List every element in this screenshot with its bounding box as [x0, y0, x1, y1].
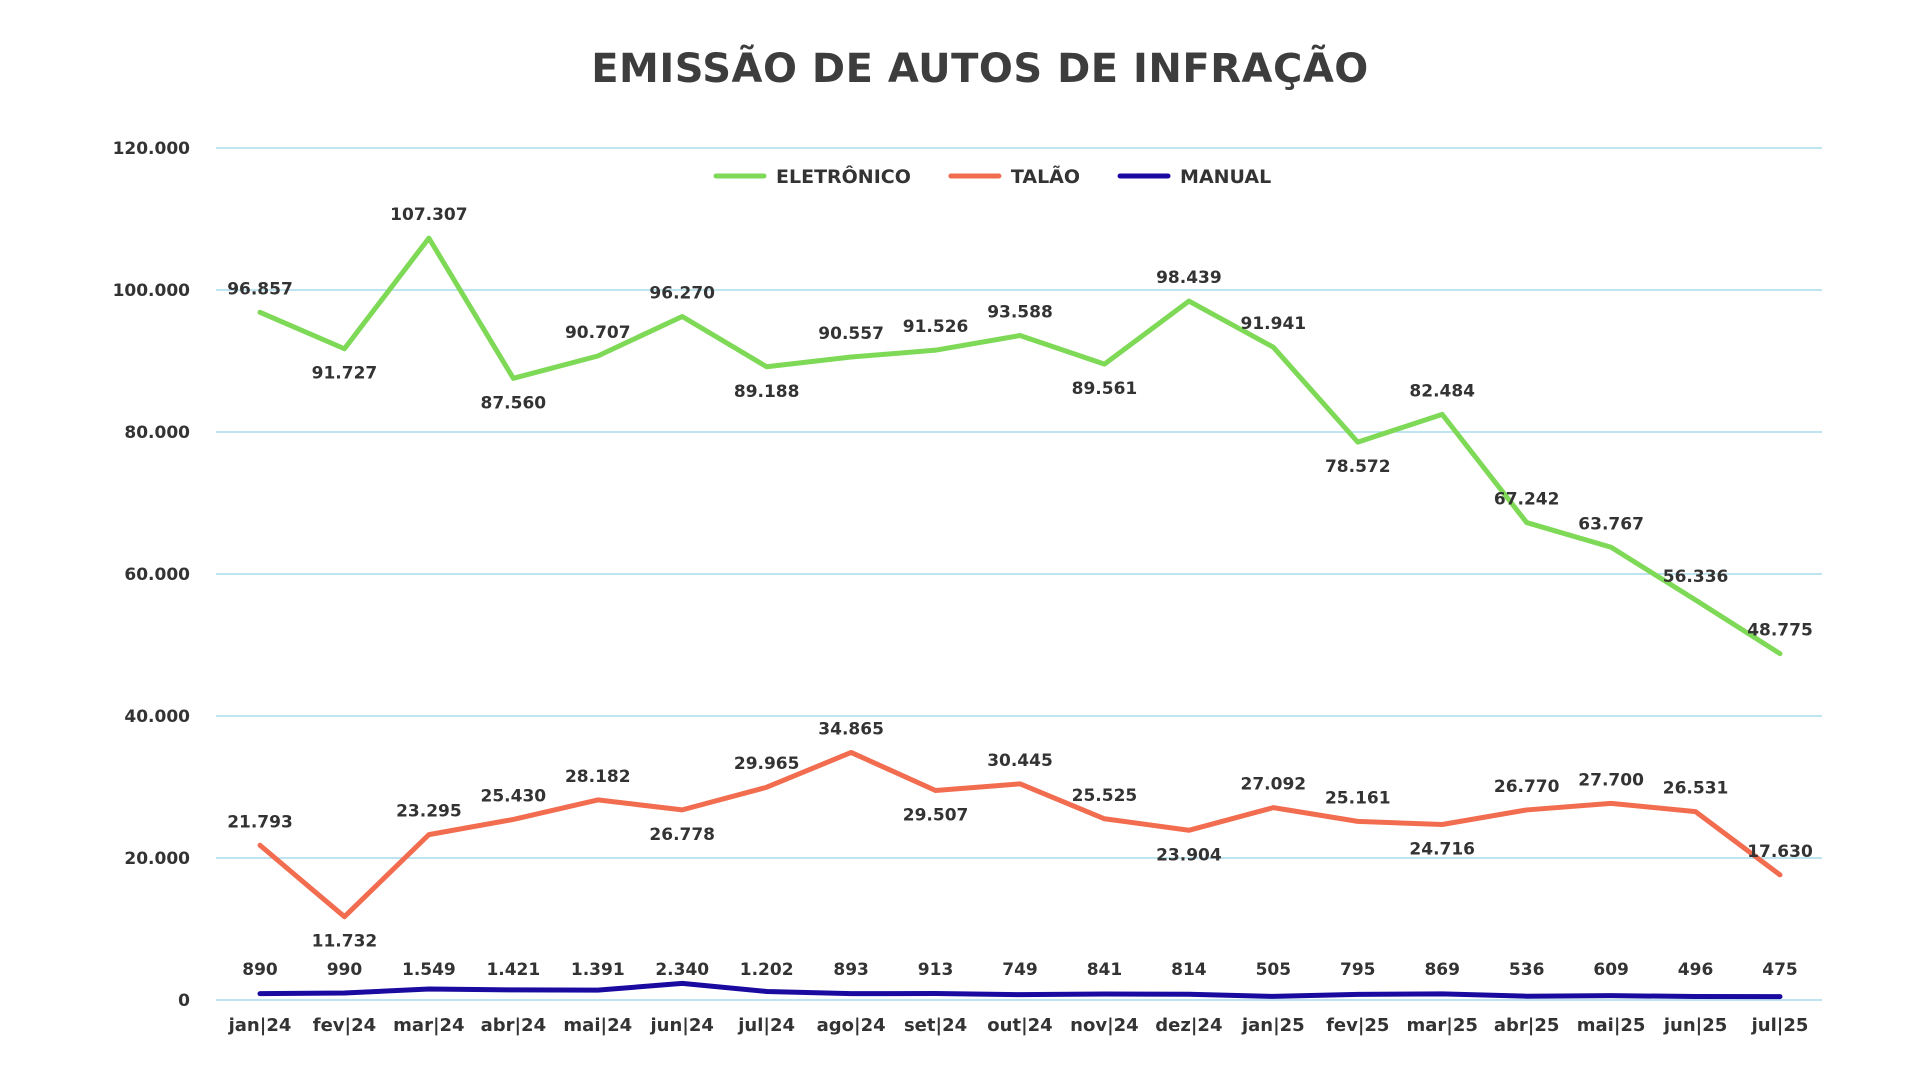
y-tick-label: 40.000: [124, 707, 190, 727]
series-lines: [257, 235, 1783, 1000]
legend: ELETRÔNICO TALÃO MANUAL: [713, 164, 1271, 188]
x-tick-label: mar|25: [1407, 1015, 1478, 1036]
legend-label-talao: TALÃO: [1011, 164, 1080, 188]
data-label-manual: 890: [242, 960, 278, 980]
data-label-eletronico: 96.270: [649, 283, 715, 303]
data-label-talao: 11.732: [312, 932, 378, 952]
data-label-eletronico: 56.336: [1663, 567, 1729, 587]
data-label-eletronico: 82.484: [1409, 381, 1475, 401]
x-tick-label: dez|24: [1155, 1015, 1222, 1036]
data-label-talao: 28.182: [565, 767, 631, 787]
y-tick-label: 0: [178, 991, 190, 1011]
data-label-talao: 26.531: [1663, 779, 1729, 799]
data-label-manual: 795: [1340, 960, 1376, 980]
data-label-talao: 27.092: [1241, 775, 1307, 795]
data-label-talao: 23.904: [1156, 845, 1222, 865]
data-label-eletronico: 90.707: [565, 323, 631, 343]
x-tick-label: jul|25: [1751, 1015, 1809, 1036]
data-label-talao: 26.778: [649, 825, 715, 845]
x-tick-label: jan|25: [1241, 1015, 1305, 1036]
data-label-talao: 24.716: [1409, 840, 1475, 860]
data-label-talao: 26.770: [1494, 777, 1560, 797]
data-label-eletronico: 63.767: [1578, 514, 1644, 534]
series-line-talao: [257, 749, 1783, 920]
data-label-manual: 1.421: [486, 960, 540, 980]
data-label-eletronico: 96.857: [227, 279, 293, 299]
data-label-eletronico: 98.439: [1156, 268, 1222, 288]
data-label-talao: 34.865: [818, 719, 884, 739]
data-label-manual: 536: [1509, 960, 1545, 980]
x-tick-label: mai|24: [563, 1015, 632, 1036]
grid-lines: [216, 147, 1822, 1001]
data-label-talao: 30.445: [987, 751, 1053, 771]
data-label-eletronico: 89.188: [734, 382, 800, 402]
series-line-manual: [257, 980, 1783, 1000]
data-label-manual: 609: [1593, 960, 1629, 980]
x-tick-label: jun|24: [650, 1015, 714, 1036]
x-tick-label: jul|24: [737, 1015, 795, 1036]
data-label-manual: 749: [1002, 960, 1038, 980]
legend-label-manual: MANUAL: [1180, 166, 1271, 188]
data-label-eletronico: 90.557: [818, 324, 884, 344]
y-tick-label: 100.000: [113, 281, 191, 301]
y-tick-label: 120.000: [113, 139, 191, 159]
data-label-eletronico: 89.561: [1072, 379, 1138, 399]
data-label-manual: 814: [1171, 960, 1207, 980]
x-tick-label: set|24: [904, 1015, 967, 1036]
y-tick-label: 20.000: [124, 849, 190, 869]
data-label-manual: 496: [1678, 960, 1714, 980]
data-label-eletronico: 91.526: [903, 317, 969, 337]
data-label-eletronico: 107.307: [390, 205, 467, 225]
data-label-eletronico: 93.588: [987, 303, 1053, 323]
data-labels: 96.857 91.727 107.307 87.560 90.707 96.270 89.…: [227, 205, 1813, 980]
x-tick-label: mai|25: [1577, 1015, 1646, 1036]
x-tick-label: fev|24: [313, 1015, 376, 1036]
data-label-eletronico: 67.242: [1494, 490, 1560, 510]
data-label-manual: 841: [1087, 960, 1123, 980]
data-label-manual: 913: [918, 960, 954, 980]
data-label-eletronico: 91.941: [1241, 314, 1307, 334]
data-label-talao: 21.793: [227, 812, 293, 832]
y-tick-label: 60.000: [124, 565, 190, 585]
data-label-manual: 893: [833, 960, 869, 980]
y-axis-ticks: 0 20.000 40.000 60.000 80.000 100.000 120.000: [113, 139, 191, 1011]
chart-title: EMISSÃO DE AUTOS DE INFRAÇÃO: [591, 46, 1369, 92]
data-label-manual: 1.549: [402, 960, 456, 980]
x-tick-label: abr|24: [481, 1015, 547, 1036]
x-axis-ticks: jan|24 fev|24 mar|24 abr|24 mai|24 jun|24 jul|…: [228, 1015, 1809, 1036]
data-label-eletronico: 91.727: [312, 364, 378, 384]
data-label-manual: 869: [1424, 960, 1460, 980]
data-label-eletronico: 78.572: [1325, 457, 1391, 477]
x-tick-label: ago|24: [817, 1015, 886, 1036]
x-tick-label: out|24: [987, 1015, 1052, 1036]
data-label-talao: 25.525: [1072, 786, 1138, 806]
data-label-manual: 505: [1256, 960, 1292, 980]
data-label-talao: 29.965: [734, 754, 800, 774]
data-label-manual: 1.391: [571, 960, 625, 980]
data-label-talao: 17.630: [1747, 842, 1813, 862]
data-label-talao: 23.295: [396, 802, 462, 822]
data-label-talao: 25.430: [481, 786, 547, 806]
data-label-eletronico: 87.560: [481, 393, 547, 413]
data-label-manual: 990: [327, 960, 363, 980]
x-tick-label: mar|24: [393, 1015, 464, 1036]
data-label-eletronico: 48.775: [1747, 621, 1813, 641]
legend-label-eletronico: ELETRÔNICO: [776, 164, 911, 188]
series-line-eletronico: [257, 235, 1783, 657]
x-tick-label: jan|24: [228, 1015, 292, 1036]
data-label-talao: 25.161: [1325, 788, 1391, 808]
x-tick-label: jun|25: [1663, 1015, 1727, 1036]
x-tick-label: abr|25: [1494, 1015, 1560, 1036]
data-label-manual: 475: [1762, 960, 1798, 980]
x-tick-label: fev|25: [1326, 1015, 1389, 1036]
x-tick-label: nov|24: [1070, 1015, 1139, 1036]
data-label-manual: 2.340: [655, 960, 709, 980]
data-label-manual: 1.202: [740, 960, 794, 980]
data-label-talao: 27.700: [1578, 770, 1644, 790]
y-tick-label: 80.000: [124, 423, 190, 443]
data-label-talao: 29.507: [903, 806, 969, 826]
